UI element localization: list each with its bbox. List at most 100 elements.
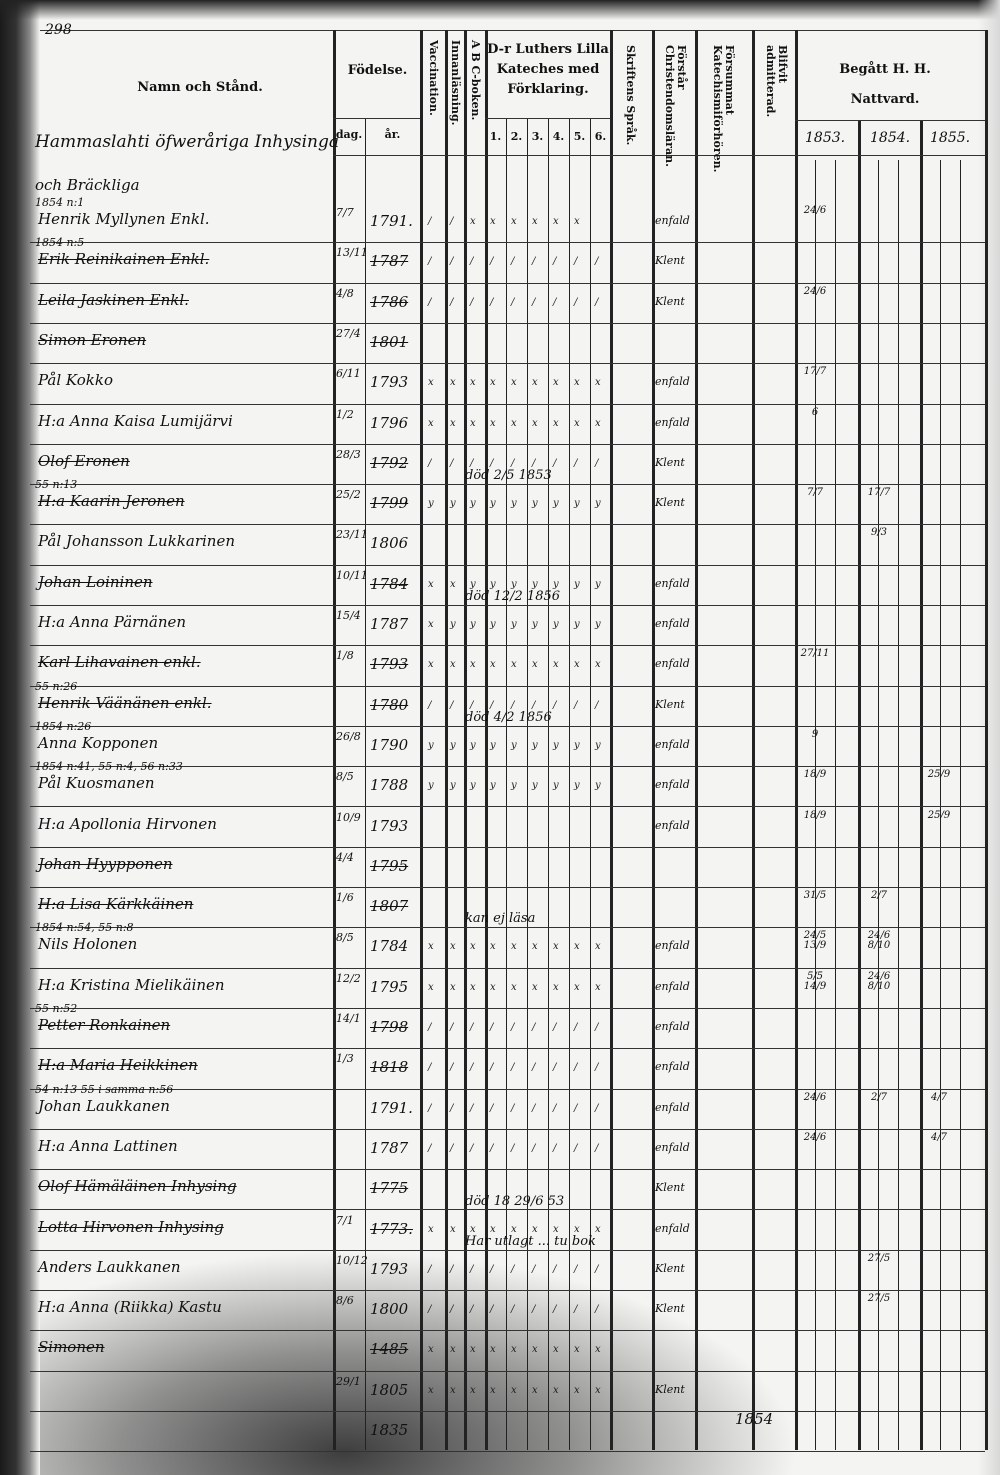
understanding-status: Klent bbox=[655, 1382, 685, 1396]
check-mark: / bbox=[511, 296, 515, 308]
column-rule bbox=[858, 120, 861, 1450]
check-mark: x bbox=[470, 417, 476, 429]
row-annotation: 1854 n:54, 55 n:8 bbox=[35, 921, 134, 935]
understanding-status: enfald bbox=[655, 1020, 690, 1033]
birth-year: 1818 bbox=[370, 1058, 409, 1077]
check-mark: / bbox=[428, 1142, 432, 1154]
check-mark: y bbox=[511, 780, 517, 792]
birth-year: 1780 bbox=[370, 695, 409, 714]
check-mark: / bbox=[532, 296, 536, 308]
column-rule bbox=[506, 118, 507, 1450]
check-mark: / bbox=[532, 699, 536, 711]
check-mark: / bbox=[490, 1263, 494, 1275]
check-mark: y bbox=[553, 578, 559, 590]
communion-1854: 17/7 bbox=[867, 487, 891, 499]
year-1855: 1855. bbox=[930, 130, 971, 146]
header-communion: Begått H. H. Nattvard. bbox=[839, 62, 931, 107]
row-rule bbox=[30, 887, 985, 888]
check-mark: y bbox=[450, 780, 456, 792]
column-rule bbox=[420, 30, 423, 1450]
check-mark: x bbox=[553, 216, 559, 227]
check-mark: / bbox=[574, 1102, 578, 1114]
communion-1853: 24/6 bbox=[803, 205, 827, 216]
year-1853: 1853. bbox=[805, 130, 846, 146]
check-mark: x bbox=[490, 1223, 496, 1235]
check-mark: x bbox=[595, 981, 601, 993]
register-note: död 4/2 1856 bbox=[465, 709, 552, 725]
check-mark: x bbox=[490, 417, 496, 429]
understanding-status: Klent bbox=[655, 1261, 685, 1275]
catechism-part-1: 1. bbox=[489, 130, 502, 143]
row-rule bbox=[30, 686, 985, 687]
catechism-part-5: 5. bbox=[573, 130, 586, 143]
understanding-status: enfald bbox=[655, 1221, 690, 1235]
check-mark: y bbox=[532, 619, 538, 630]
row-rule bbox=[30, 806, 985, 807]
check-mark: / bbox=[532, 1142, 536, 1154]
check-mark: x bbox=[553, 417, 559, 429]
column-rule bbox=[985, 30, 988, 1450]
check-mark: x bbox=[532, 1384, 538, 1396]
check-mark: x bbox=[511, 1384, 517, 1396]
person-name: H:a Anna Kaisa Lumijärvi bbox=[38, 411, 233, 430]
person-name: Olof Hämäläinen Inhysing bbox=[38, 1177, 237, 1196]
understanding-status: enfald bbox=[655, 1060, 690, 1074]
check-mark: x bbox=[450, 417, 456, 429]
check-mark: y bbox=[490, 619, 496, 630]
row-rule bbox=[30, 1008, 985, 1009]
column-rule bbox=[940, 160, 941, 1450]
row-rule bbox=[30, 847, 985, 848]
check-mark: y bbox=[511, 739, 517, 751]
check-mark: x bbox=[532, 377, 538, 389]
check-mark: x bbox=[574, 981, 580, 993]
person-name: Simon Eronen bbox=[38, 330, 147, 349]
check-mark: / bbox=[470, 256, 474, 268]
row-annotation: 55 n:52 bbox=[35, 1002, 78, 1015]
birth-day: 28/3 bbox=[336, 447, 361, 461]
section-title: Hammaslahti öfweråriga Inhysinga bbox=[35, 132, 339, 152]
check-mark: / bbox=[428, 216, 432, 227]
person-name: Johan Laukkanen bbox=[38, 1096, 170, 1115]
birth-year: 1793 bbox=[370, 816, 409, 835]
understanding-status: enfald bbox=[655, 214, 690, 227]
check-mark: / bbox=[428, 1304, 432, 1316]
person-name: Petter Ronkainen bbox=[38, 1016, 171, 1034]
birth-year: 1805 bbox=[370, 1380, 409, 1399]
check-mark: y bbox=[553, 739, 559, 751]
understanding-status: Klent bbox=[655, 1302, 685, 1316]
communion-1853: 31/5 bbox=[803, 890, 827, 902]
check-mark: x bbox=[490, 659, 496, 671]
understanding-status: Klent bbox=[655, 254, 685, 268]
header-admitted: Blifvit admitterad. bbox=[764, 45, 789, 118]
column-rule bbox=[960, 160, 961, 1450]
check-mark: x bbox=[532, 417, 538, 429]
birth-day: 8/6 bbox=[336, 1294, 354, 1308]
understanding-status: enfald bbox=[655, 375, 690, 389]
birth-year: 1791. bbox=[370, 212, 413, 230]
person-name: H:a Lisa Kärkkäinen bbox=[38, 895, 194, 914]
check-mark: y bbox=[428, 780, 434, 792]
scan-edge-right bbox=[978, 0, 1000, 1475]
person-name: H:a Kristina Mielikäinen bbox=[38, 975, 225, 994]
birth-day: 29/1 bbox=[336, 1374, 361, 1388]
check-mark: / bbox=[490, 1102, 494, 1114]
check-mark: y bbox=[532, 739, 538, 751]
column-rule bbox=[464, 30, 467, 1450]
register-note: Har utlagt ... tu bok bbox=[465, 1233, 596, 1249]
check-mark: / bbox=[428, 296, 432, 308]
check-mark: x bbox=[490, 1344, 496, 1356]
check-mark: / bbox=[532, 256, 536, 268]
column-rule bbox=[695, 30, 698, 1450]
row-rule bbox=[30, 1089, 985, 1090]
column-rule bbox=[878, 160, 879, 1450]
check-mark: x bbox=[574, 377, 580, 389]
communion-1853: 24/6 bbox=[803, 285, 827, 297]
header-vaccination: Vaccination. bbox=[427, 40, 440, 116]
row-rule bbox=[30, 283, 985, 284]
understanding-status: enfald bbox=[655, 979, 690, 993]
section-subtitle: och Bräckliga bbox=[35, 176, 140, 194]
person-name: Anders Laukkanen bbox=[38, 1257, 181, 1276]
check-mark: x bbox=[470, 981, 476, 993]
check-mark: y bbox=[595, 578, 601, 590]
check-mark: x bbox=[450, 377, 456, 389]
